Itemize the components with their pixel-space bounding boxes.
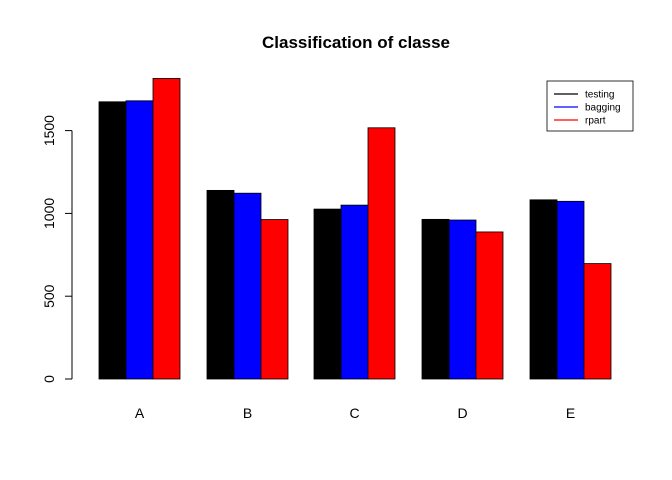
bar-E-bagging (556, 200, 585, 380)
x-label-B: B (243, 405, 252, 421)
y-tick-label: 1500 (41, 115, 57, 146)
bar-E-rpart (583, 263, 612, 380)
legend-label-testing: testing (585, 90, 614, 101)
x-label-C: C (349, 405, 359, 421)
bar-E-testing (529, 199, 558, 380)
bars (98, 78, 612, 380)
bar-A-bagging (125, 100, 154, 380)
bar-B-testing (206, 189, 235, 380)
bar-D-bagging (448, 219, 477, 380)
bar-D-testing (421, 218, 450, 380)
bar-A-rpart (152, 78, 181, 380)
bar-C-bagging (340, 204, 369, 380)
bar-D-rpart (475, 231, 504, 380)
bar-A-testing (98, 101, 127, 380)
x-label-A: A (135, 405, 145, 421)
x-axis-labels: A B C D E (135, 405, 575, 421)
y-tick-label: 0 (41, 375, 57, 383)
x-label-E: E (566, 405, 575, 421)
y-tick-label: 1000 (41, 198, 57, 229)
bar-B-rpart (260, 219, 289, 380)
bar-C-testing (313, 208, 342, 380)
bar-B-bagging (233, 192, 262, 380)
legend-label-rpart: rpart (585, 116, 606, 127)
x-label-D: D (457, 405, 467, 421)
y-axis: 0 500 1000 1500 (41, 115, 73, 383)
legend-label-bagging: bagging (585, 103, 621, 114)
legend-box (546, 80, 634, 132)
chart-title: Classification of classe (262, 33, 450, 52)
y-tick-label: 500 (41, 284, 57, 308)
legend: testing bagging rpart (546, 80, 634, 132)
bar-C-rpart (367, 127, 396, 380)
